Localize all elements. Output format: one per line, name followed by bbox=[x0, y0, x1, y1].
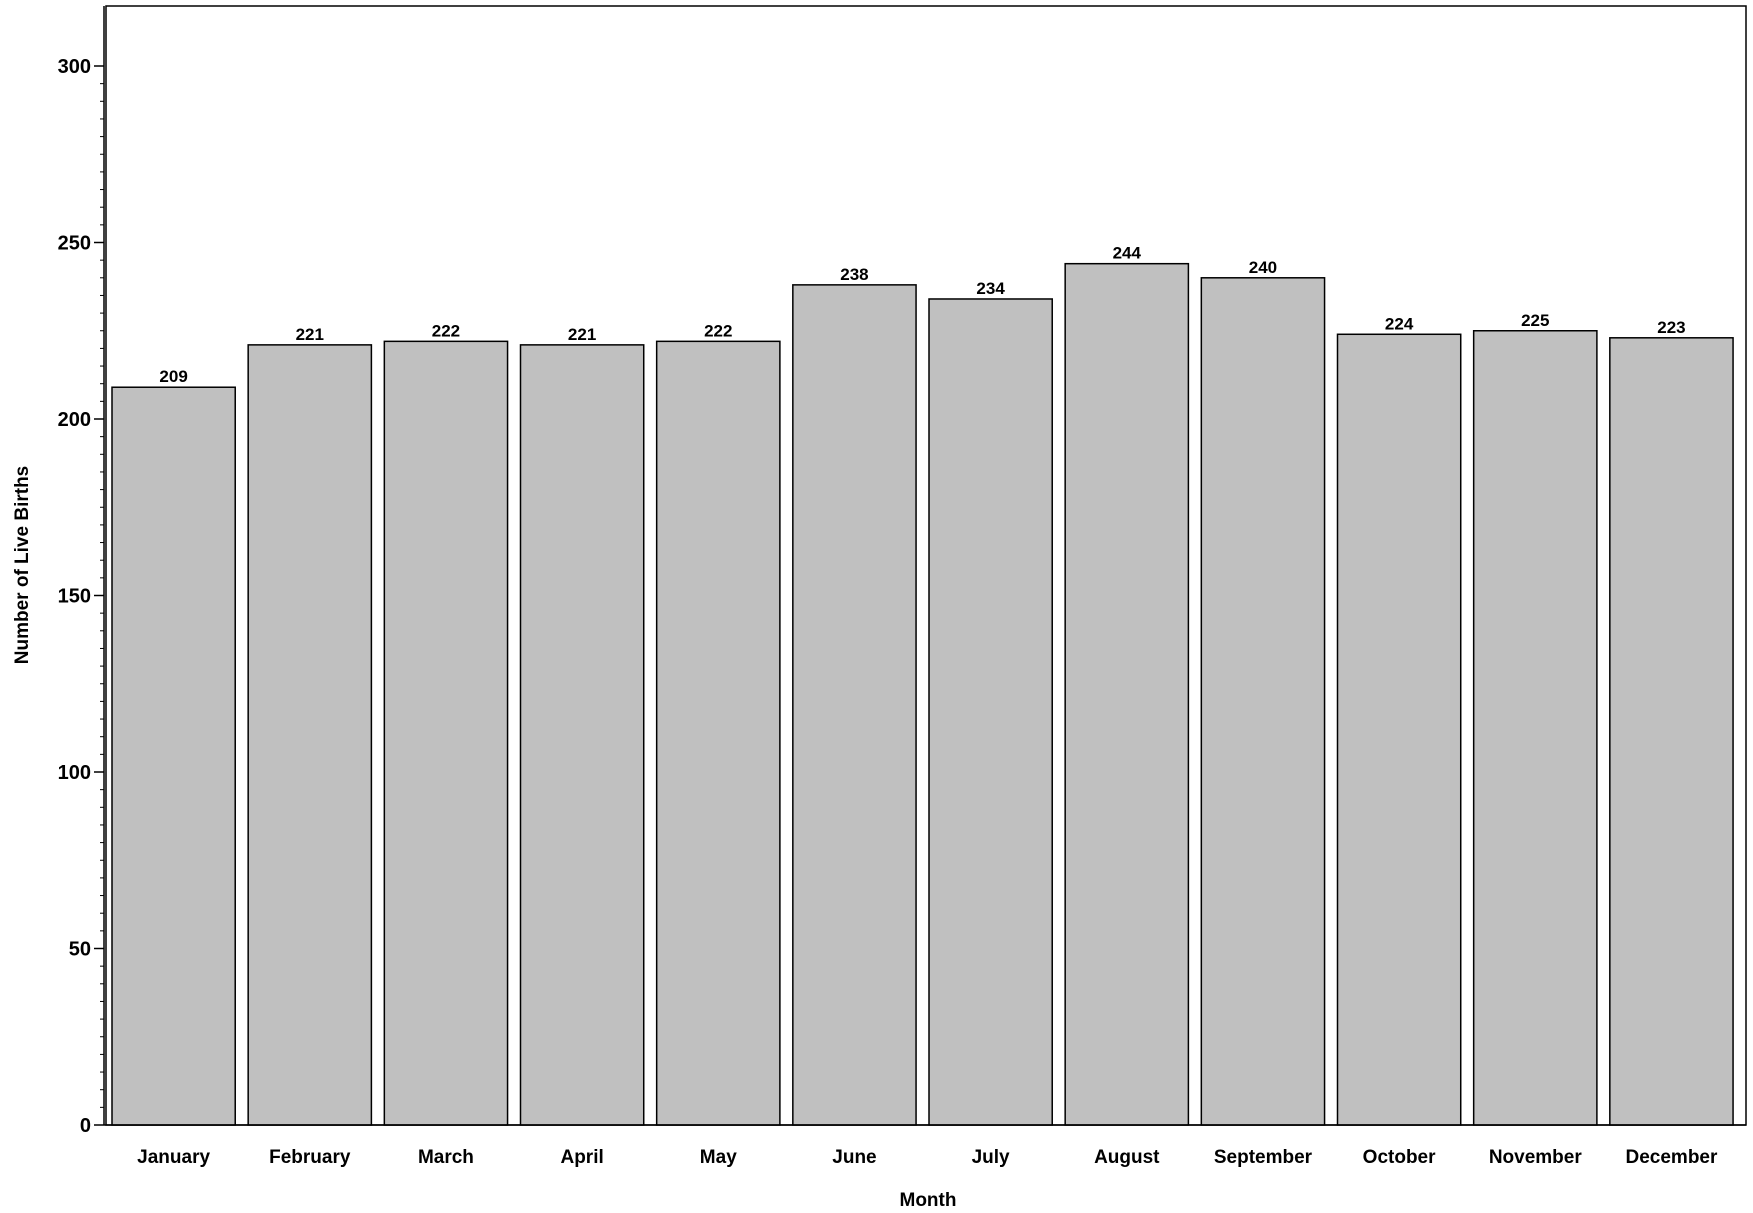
y-tick-label: 300 bbox=[58, 56, 91, 78]
y-tick-label: 100 bbox=[58, 762, 91, 784]
bar-december bbox=[1609, 337, 1734, 1126]
x-tick-label: April bbox=[560, 1147, 603, 1168]
x-axis-title: Month bbox=[900, 1190, 957, 1211]
bar-value-label: 221 bbox=[296, 325, 324, 344]
bar-march bbox=[383, 340, 509, 1126]
x-tick-label: May bbox=[700, 1147, 737, 1168]
y-axis-title: Number of Live Births bbox=[12, 466, 33, 664]
bar-value-label: 209 bbox=[159, 367, 187, 386]
x-tick-label: June bbox=[832, 1147, 876, 1168]
bar-may bbox=[655, 340, 781, 1126]
x-tick-label: January bbox=[137, 1147, 210, 1168]
bar-july bbox=[928, 298, 1053, 1126]
bar-value-label: 240 bbox=[1249, 258, 1277, 277]
bars: 209 221 222 221 222 238 234 244 240 224 225 223 bbox=[111, 244, 1734, 1126]
bar-value-label: 234 bbox=[976, 279, 1005, 298]
x-tick-label: November bbox=[1489, 1147, 1583, 1168]
x-tick-label: February bbox=[269, 1147, 351, 1168]
bar-january bbox=[111, 386, 236, 1126]
y-tick-label: 250 bbox=[58, 233, 91, 255]
y-tick-label: 0 bbox=[80, 1115, 91, 1137]
x-tick-label: September bbox=[1214, 1147, 1313, 1168]
bar-value-label: 238 bbox=[840, 265, 868, 284]
bar-value-label: 224 bbox=[1385, 314, 1414, 333]
y-tick-label: 50 bbox=[69, 939, 91, 961]
x-tick-label: July bbox=[972, 1147, 1010, 1168]
bar-value-label: 222 bbox=[432, 321, 460, 340]
x-axis: January February March April May June July Augu… bbox=[104, 1124, 1746, 1168]
bar-value-label: 221 bbox=[568, 325, 596, 344]
bar-february bbox=[247, 344, 373, 1126]
x-tick-label: August bbox=[1094, 1147, 1160, 1168]
bar-value-label: 244 bbox=[1113, 244, 1142, 263]
x-tick-label: March bbox=[418, 1147, 474, 1168]
bar-value-label: 225 bbox=[1521, 311, 1549, 330]
bar-value-label: 222 bbox=[704, 321, 732, 340]
bar-september bbox=[1200, 277, 1326, 1126]
bar-june bbox=[792, 284, 917, 1126]
bar-april bbox=[519, 344, 645, 1126]
bar-value-label: 223 bbox=[1657, 318, 1685, 337]
bar-november bbox=[1472, 330, 1598, 1126]
x-tick-label: December bbox=[1626, 1147, 1718, 1168]
bar-october bbox=[1336, 333, 1462, 1126]
x-tick-label: October bbox=[1363, 1147, 1436, 1168]
y-axis: 0 50 100 150 200 250 300 bbox=[58, 6, 105, 1137]
bar-august bbox=[1064, 262, 1190, 1126]
y-tick-label: 150 bbox=[58, 586, 91, 608]
y-tick-label: 200 bbox=[58, 409, 91, 431]
